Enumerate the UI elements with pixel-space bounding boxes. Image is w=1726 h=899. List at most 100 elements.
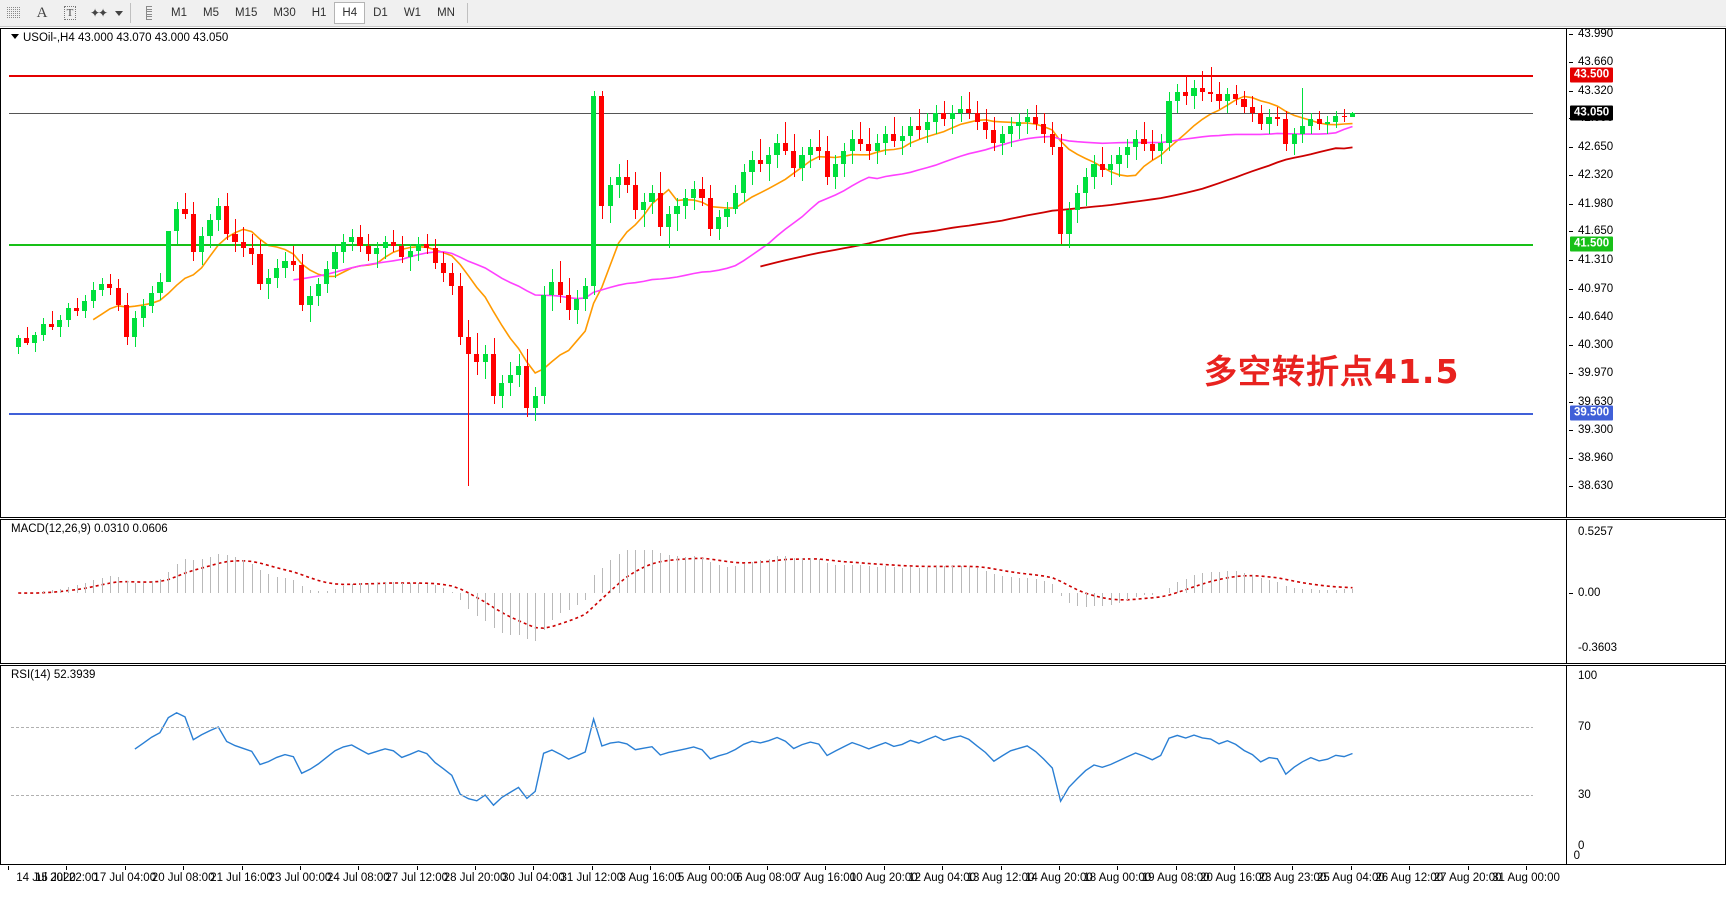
macd-histogram-bar	[1236, 571, 1237, 593]
text-font-icon[interactable]: A	[36, 4, 48, 21]
price-tick	[1569, 147, 1573, 148]
price-tick	[1569, 373, 1573, 374]
macd-histogram-bar	[694, 556, 695, 593]
macd-histogram-bar	[77, 585, 78, 593]
time-axis-label: 10 Aug 20:00	[849, 872, 918, 884]
timeframe-mn[interactable]: MN	[437, 7, 455, 19]
macd-histogram-bar	[1152, 593, 1153, 595]
time-axis-label: 15 Jul 22:00	[35, 872, 98, 884]
macd-histogram-bar	[652, 549, 653, 593]
time-tick	[300, 866, 301, 870]
price-tick	[1569, 90, 1573, 92]
macd-histogram-bar	[910, 567, 911, 593]
macd-histogram-bar	[1036, 578, 1037, 593]
macd-pane[interactable]: MACD(12,26,9) 0.0310 0.0606 0.5257 0.00 -0…	[0, 519, 1726, 664]
time-axis-label: 20 Jul 08:00	[151, 872, 215, 884]
time-tick	[1001, 866, 1002, 870]
macd-histogram-bar	[1194, 574, 1195, 593]
text-label-icon[interactable]: T	[56, 1, 84, 25]
macd-histogram-bar	[402, 583, 403, 593]
time-axis-label: 27 Aug 20:00	[1433, 872, 1502, 884]
price-level-line	[9, 243, 1533, 246]
time-axis-label: 24 Jul 08:00	[326, 872, 390, 884]
macd-histogram-bar	[385, 581, 386, 593]
macd-histogram-bar	[443, 588, 444, 593]
timeframe-m1[interactable]: M1	[171, 7, 187, 19]
price-plot-area[interactable]	[9, 29, 1533, 517]
rsi-overlay-svg	[134, 712, 1353, 807]
time-tick	[66, 866, 67, 870]
rsi-axis-divider	[1566, 666, 1567, 864]
rsi-scale[interactable]: 100 70 30 0	[1568, 666, 1725, 864]
macd-histogram-bar	[93, 580, 94, 593]
grid-pattern-icon[interactable]	[0, 1, 28, 25]
price-scale-label: 40.640	[1578, 310, 1614, 323]
timeframe-h1[interactable]: H1	[311, 7, 327, 19]
price-scale-label: 43.320	[1578, 84, 1614, 97]
macd-histogram-bar	[135, 582, 136, 593]
price-pane-title: USOil-,H4 43.000 43.070 43.000 43.050	[11, 32, 228, 44]
time-tick	[183, 866, 184, 870]
macd-histogram-bar	[510, 593, 511, 635]
macd-histogram-bar	[1244, 572, 1245, 593]
macd-histogram-bar	[468, 593, 469, 609]
price-tick	[1569, 345, 1573, 347]
macd-plot-area[interactable]	[9, 520, 1533, 663]
price-scale-label: 41.980	[1578, 197, 1614, 210]
time-axis-label: 7 Aug 16:00	[794, 872, 857, 884]
price-tick	[1569, 203, 1573, 205]
ma-mid-line	[293, 125, 1353, 300]
macd-histogram-bar	[885, 566, 886, 593]
price-scale-label: 43.660	[1578, 55, 1614, 68]
timeframe-m5[interactable]: M5	[202, 7, 219, 19]
time-tick	[358, 866, 359, 870]
macd-histogram-bar	[819, 559, 820, 593]
macd-histogram-bar	[243, 560, 244, 593]
macd-histogram-bar	[1144, 593, 1145, 596]
price-tick	[1569, 486, 1573, 487]
macd-histogram-bar	[802, 558, 803, 593]
macd-histogram-bar	[1002, 576, 1003, 593]
timeframe-w1[interactable]: W1	[403, 7, 422, 19]
collapse-arrow-icon[interactable]	[11, 34, 19, 39]
timeframe-m15[interactable]: M15	[234, 7, 258, 19]
time-axis-label: 25 Aug 04:00	[1316, 872, 1385, 884]
macd-histogram-bar	[902, 567, 903, 593]
timeframe-d1[interactable]: D1	[373, 7, 388, 19]
macd-histogram-bar	[1294, 588, 1295, 593]
macd-histogram-bar	[118, 576, 119, 593]
shapes-icon[interactable]: ✦✦	[89, 6, 108, 20]
macd-histogram-bar	[310, 589, 311, 593]
rsi-pane[interactable]: RSI(14) 52.3939 100 70 30 0	[0, 665, 1726, 865]
macd-histogram-bar	[1111, 593, 1112, 605]
time-tick	[1059, 866, 1060, 870]
macd-histogram-bar	[393, 581, 394, 593]
support-level-label: 41.500	[1570, 236, 1614, 252]
time-axis-label: 6 Aug 08:00	[736, 872, 798, 884]
timeframe-h4[interactable]: H4	[334, 2, 366, 24]
time-tick	[1234, 866, 1235, 870]
macd-histogram-bar	[1177, 582, 1178, 593]
price-chart-pane[interactable]: USOil-,H4 43.000 43.070 43.000 43.050 43…	[0, 28, 1726, 518]
macd-histogram-bar	[952, 566, 953, 593]
price-scale-label: 39.300	[1578, 423, 1614, 436]
chevron-down-icon[interactable]	[112, 1, 126, 25]
time-axis[interactable]: 0 14 Jul 2020 15 Jul 22:00 17 Jul 04:00 20 …	[0, 850, 1726, 899]
price-level-line	[9, 75, 1533, 78]
price-tick	[1569, 401, 1573, 403]
price-scale[interactable]: 43.99043.66043.32042.99042.65042.32041.9…	[1568, 29, 1725, 517]
time-axis-label: 13 Aug 12:00	[966, 872, 1035, 884]
macd-scale[interactable]: 0.5257 0.00 -0.3603	[1568, 520, 1725, 663]
toolbar: A T ✦✦ M1 M5 M15 M30 H1 H4 D1 W1 MN	[0, 0, 1726, 27]
rsi-plot-area[interactable]	[9, 666, 1533, 864]
price-scale-label: 41.650	[1578, 225, 1614, 238]
ruler-icon[interactable]	[135, 1, 163, 25]
macd-histogram-bar	[1044, 580, 1045, 593]
time-tick	[942, 866, 943, 870]
price-tick	[1569, 174, 1573, 176]
timeframe-m30[interactable]: M30	[273, 7, 296, 19]
rsi-line	[134, 712, 1353, 807]
macd-histogram-bar	[585, 593, 586, 601]
time-axis-label: 26 Aug 12:00	[1375, 872, 1444, 884]
price-scale-label: 40.300	[1578, 339, 1614, 352]
